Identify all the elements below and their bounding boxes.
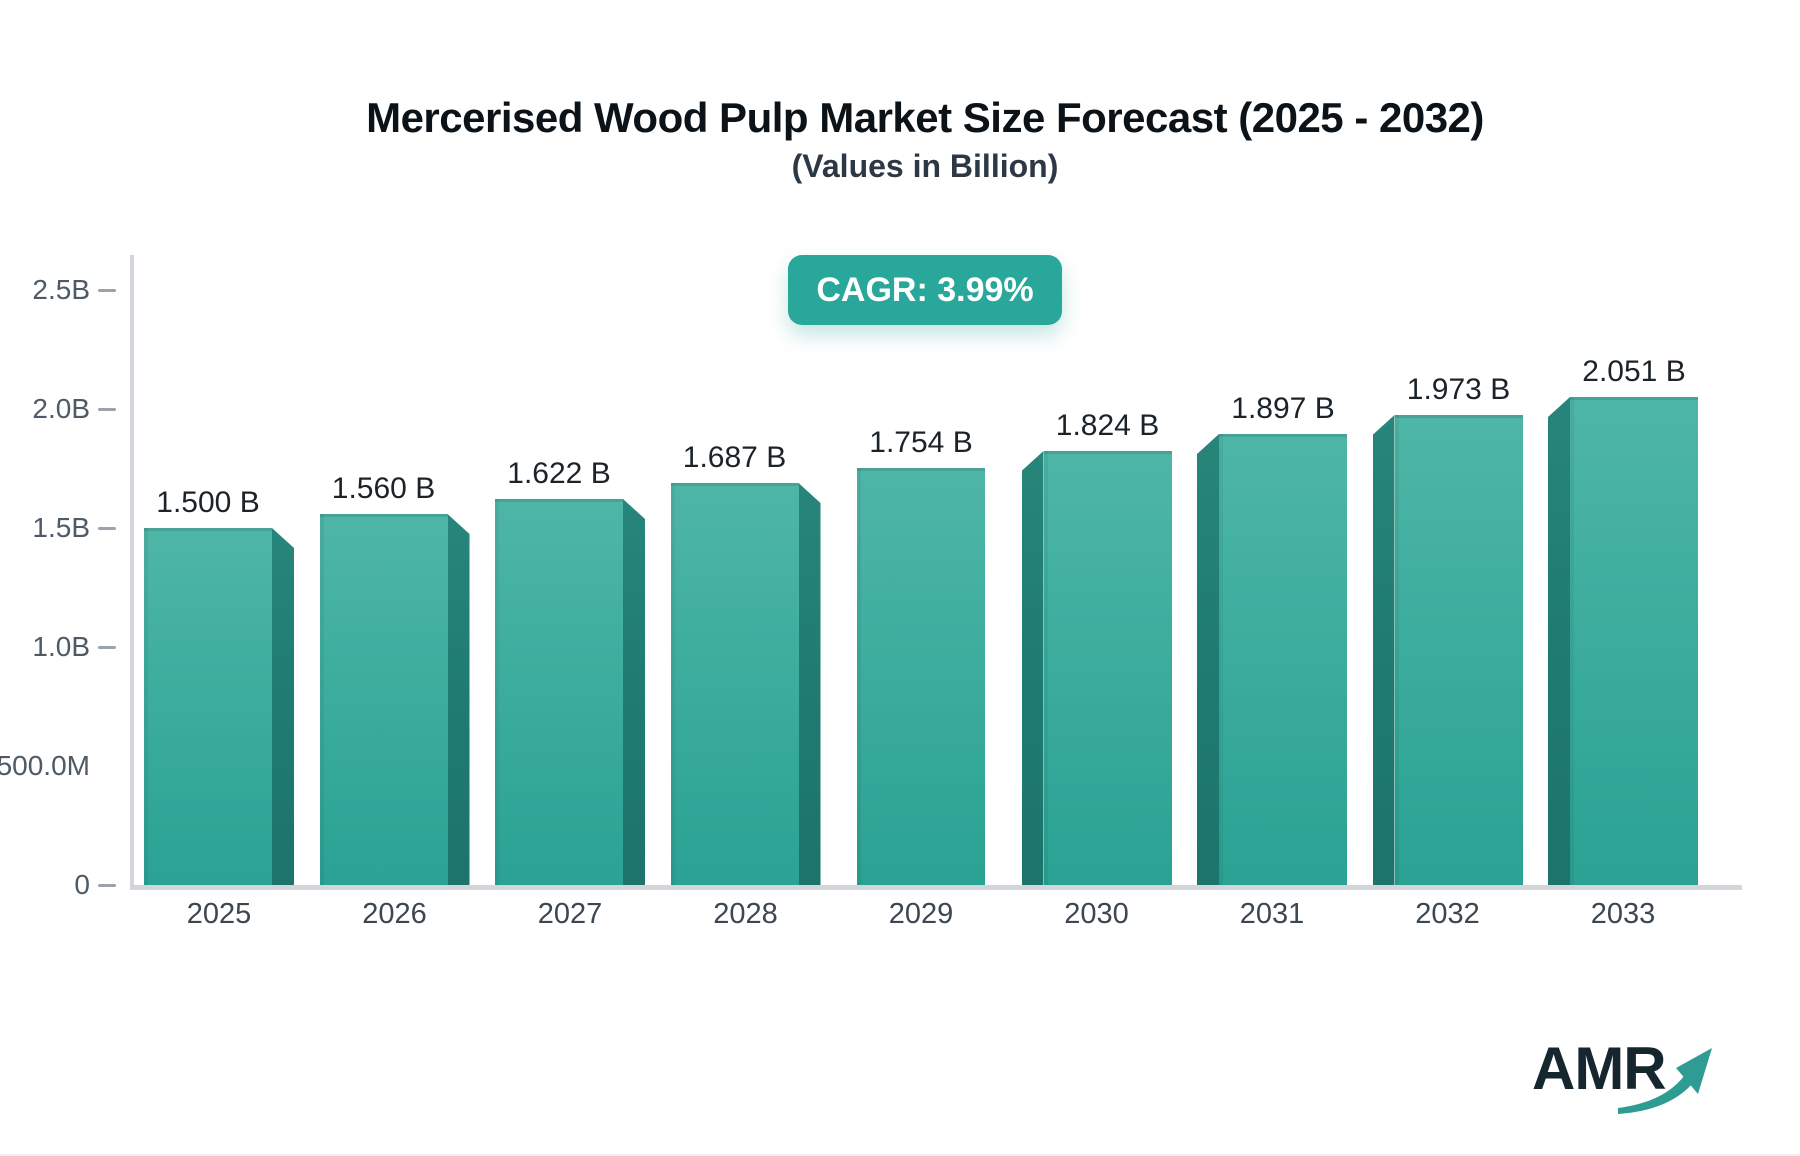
bar-2029 [857,468,985,885]
bar-side-face [1021,451,1044,885]
bar-side-face [272,528,294,885]
y-tick-label: 500.0M [0,750,90,781]
chart-title: Mercerised Wood Pulp Market Size Forecas… [366,94,1484,141]
y-tick-mark [98,646,116,649]
bar-2027 [495,499,623,885]
bar-value-label: 1.824 B [1055,409,1160,442]
x-axis-label: 2029 [888,898,954,930]
bar-2030 [1043,451,1172,885]
x-axis-label: 2030 [1064,898,1129,930]
chart-subtitle: (Values in Billion) [791,148,1059,184]
y-tick-mark [98,289,116,292]
bar-2026 [319,514,448,885]
y-tick-mark [98,884,116,887]
bar-value-label: 1.500 B [156,486,260,519]
x-axis-label: 2028 [713,898,778,930]
bar-2031 [1219,434,1347,885]
y-axis-line [130,255,134,890]
amr-logo: AMR [1532,1034,1722,1114]
bar-value-label: 1.754 B [869,426,973,459]
x-axis-label: 2031 [1239,898,1305,930]
x-axis-label: 2032 [1415,898,1480,930]
bar-side-face [1548,397,1570,885]
y-tick-label: 2.0B [32,393,90,424]
x-axis-label: 2027 [537,898,603,930]
bar-2032 [1394,415,1523,885]
bar-side-face [798,483,821,885]
y-tick-label: 2.5B [32,274,90,305]
bar-side-face [623,499,645,885]
x-axis-label: 2033 [1590,898,1656,930]
x-axis-line [130,885,1742,890]
bar-side-face [447,514,470,885]
bar-value-label: 1.687 B [682,441,787,474]
x-axis-label: 2025 [186,898,252,930]
growth-arrow-icon [1618,1048,1712,1114]
bar-side-face [1372,415,1395,885]
bar-value-label: 1.622 B [507,457,611,490]
amr-logo-text: AMR [1532,1035,1667,1102]
bar-side-face [1197,434,1219,885]
bar-value-label: 1.973 B [1406,373,1511,406]
bar-value-label: 1.897 B [1231,392,1335,425]
bar-value-label: 2.051 B [1582,355,1686,388]
bar-2025 [144,528,272,885]
y-tick-label: 1.0B [32,631,90,662]
bar-2028 [670,483,799,885]
x-axis-label: 2026 [362,898,427,930]
y-tick-mark [98,527,116,530]
bar-value-label: 1.560 B [331,472,436,505]
y-tick-label: 1.5B [32,512,90,543]
y-tick-mark [98,408,116,411]
bar-2033 [1570,397,1698,885]
y-tick-label: 0 [74,869,90,900]
cagr-badge: CAGR: 3.99% [788,255,1062,325]
